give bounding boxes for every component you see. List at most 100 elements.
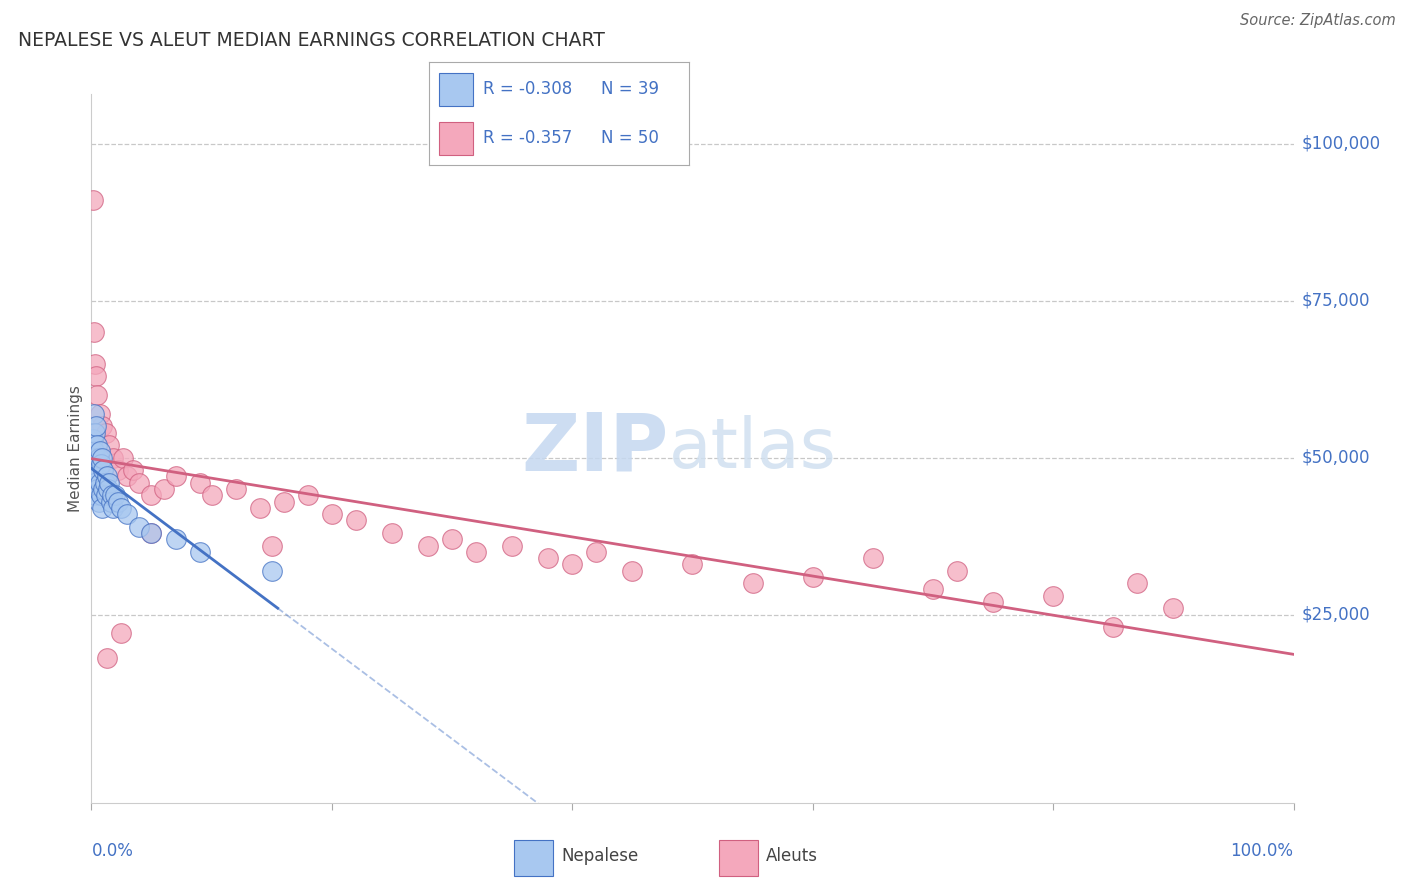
Point [93,463,115,477]
Point [110,500,132,515]
Point [128,519,150,533]
Text: Nepalese: Nepalese [561,847,638,865]
Point [84,357,107,371]
Point [89,407,111,421]
Point [96,651,118,665]
Point [111,450,134,465]
Text: N = 50: N = 50 [600,129,658,147]
Point [416,539,439,553]
Text: R = -0.308: R = -0.308 [484,80,572,98]
Text: NEPALESE VS ALEUT MEDIAN EARNINGS CORRELATION CHART: NEPALESE VS ALEUT MEDIAN EARNINGS CORREL… [18,31,605,50]
Point [260,564,283,578]
Point [83,325,105,339]
Point [117,469,139,483]
Point [104,488,127,502]
Point [107,494,129,508]
Point [922,582,945,597]
Point [297,488,319,502]
Point [84,469,107,483]
Point [82,463,104,477]
Point [465,545,488,559]
Point [117,507,139,521]
Text: Aleuts: Aleuts [766,847,818,865]
Point [188,545,211,559]
Point [86,482,108,496]
Point [98,438,121,452]
Point [83,407,105,421]
Point [84,488,107,502]
Bar [439,73,472,105]
Point [273,494,295,508]
Point [98,475,121,490]
Text: atlas: atlas [668,415,837,482]
Point [101,450,124,465]
Text: 100.0%: 100.0% [1230,842,1294,860]
Point [165,533,187,547]
Point [93,482,115,496]
Point [107,463,129,477]
Point [84,369,107,384]
Point [801,570,824,584]
Point [561,558,583,572]
Point [981,595,1004,609]
Point [862,551,884,566]
Point [141,525,163,540]
Point [83,444,105,458]
Point [1102,620,1125,634]
Point [94,488,117,502]
Text: ZIP: ZIP [522,409,668,487]
Text: $50,000: $50,000 [1302,449,1371,467]
Point [89,475,111,490]
Point [188,475,211,490]
Point [141,525,163,540]
Point [537,551,560,566]
Text: $100,000: $100,000 [1302,135,1381,153]
Text: 0.0%: 0.0% [91,842,134,860]
Point [621,564,644,578]
Point [440,533,463,547]
Point [86,388,108,402]
Point [201,488,224,502]
Point [82,194,104,208]
Point [89,444,111,458]
Point [165,469,187,483]
Point [321,507,343,521]
Point [84,450,107,465]
Point [681,558,703,572]
Y-axis label: Median Earnings: Median Earnings [67,384,83,512]
Point [91,500,114,515]
Point [96,469,118,483]
Point [946,564,969,578]
Point [1042,589,1064,603]
Point [741,576,763,591]
Point [91,419,114,434]
Point [110,626,132,640]
Point [87,450,110,465]
Point [249,500,271,515]
Point [225,482,247,496]
Point [585,545,607,559]
Point [90,488,112,502]
Point [82,432,104,446]
Point [97,482,120,496]
Point [94,425,117,440]
Bar [718,840,758,876]
Bar [515,840,554,876]
Text: Source: ZipAtlas.com: Source: ZipAtlas.com [1240,13,1396,29]
Point [101,500,124,515]
Text: $75,000: $75,000 [1302,292,1371,310]
Point [152,482,174,496]
Point [141,488,163,502]
Text: $25,000: $25,000 [1302,606,1371,624]
Point [91,450,114,465]
Point [381,525,404,540]
Point [90,457,112,471]
Point [128,475,150,490]
Point [1126,576,1149,591]
Point [122,463,145,477]
Point [501,539,523,553]
Point [344,513,367,527]
Point [93,475,115,490]
Point [84,425,107,440]
Point [1161,601,1184,615]
